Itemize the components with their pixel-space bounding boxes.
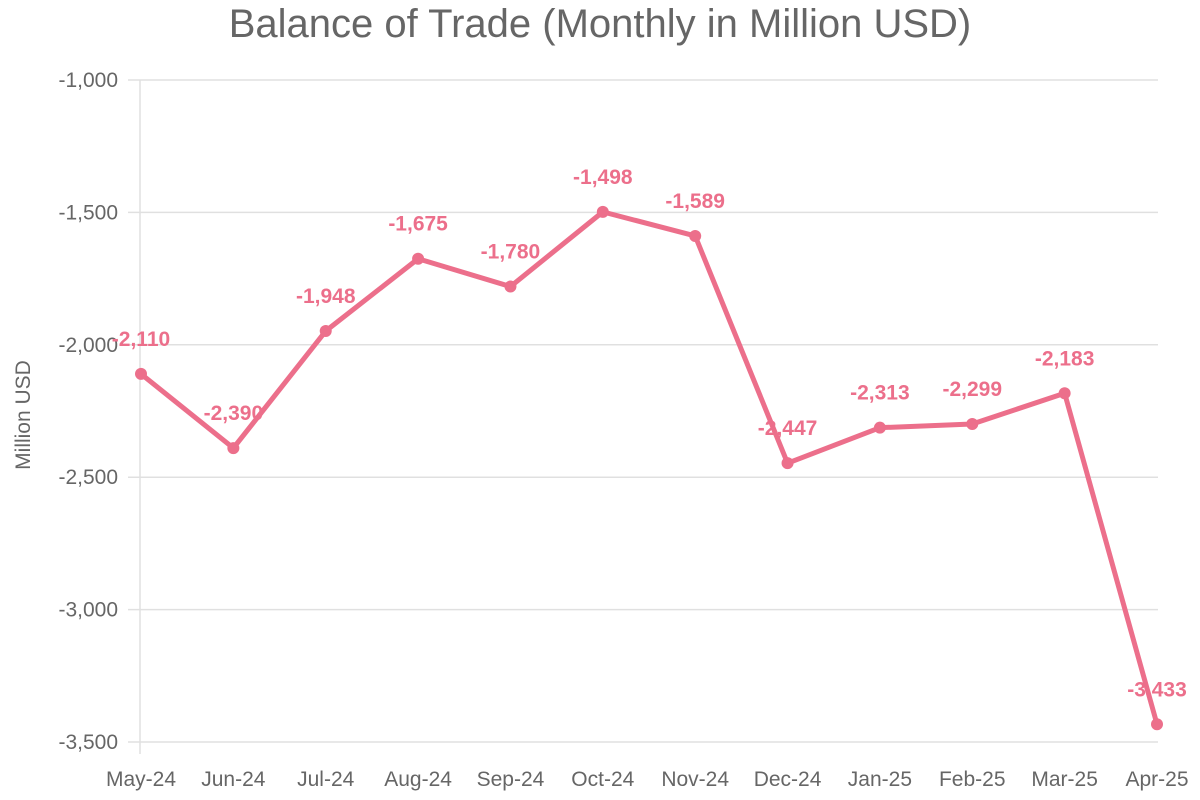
data-point — [1151, 718, 1163, 731]
data-point — [966, 417, 979, 430]
series-line — [138, 209, 1160, 727]
data-label: -3,433 — [1127, 678, 1187, 701]
x-tick-label: Jul-24 — [297, 768, 355, 791]
data-label: -2,183 — [1035, 347, 1095, 370]
x-tick-label: Apr-25 — [1125, 768, 1188, 791]
data-point — [412, 252, 425, 265]
data-point — [319, 325, 332, 338]
y-tick-label: -1,500 — [58, 201, 118, 224]
y-tick-label: -1,000 — [58, 69, 118, 92]
x-tick-label: Dec-24 — [754, 768, 822, 791]
data-label: -1,948 — [296, 285, 356, 308]
data-point — [504, 280, 517, 293]
x-tick-label: Mar-25 — [1031, 768, 1098, 791]
y-tick-label: -3,500 — [58, 731, 118, 754]
x-tick-label: Oct-24 — [571, 768, 634, 791]
data-point — [873, 421, 886, 434]
data-point — [689, 229, 702, 242]
data-point — [135, 367, 147, 380]
data-label: -1,780 — [481, 241, 541, 264]
data-label: -2,390 — [204, 402, 264, 425]
data-points — [135, 205, 1163, 731]
y-axis: -1,000 -1,500 -2,000 -2,500 -3,000 -3,500 — [58, 69, 118, 754]
x-tick-label: Aug-24 — [384, 768, 452, 791]
x-tick-label: Jan-25 — [848, 768, 912, 791]
series-polyline — [138, 209, 1160, 727]
data-point — [227, 442, 240, 455]
data-label: -1,498 — [573, 166, 633, 189]
data-label: -2,110 — [112, 328, 170, 351]
chart-title: Balance of Trade (Monthly in Million USD… — [228, 2, 972, 46]
data-label: -2,447 — [758, 417, 818, 440]
data-label: -2,313 — [850, 382, 910, 405]
x-tick-label: Jun-24 — [201, 768, 266, 791]
data-point — [781, 457, 794, 470]
data-label: -1,589 — [665, 190, 725, 213]
y-axis-title: Million USD — [12, 360, 35, 470]
data-label: -2,299 — [942, 378, 1002, 401]
x-tick-label: Nov-24 — [661, 768, 729, 791]
x-tick-label: Sep-24 — [477, 768, 545, 791]
data-label: -1,675 — [388, 213, 448, 236]
data-point — [1058, 387, 1071, 400]
y-tick-label: -2,500 — [58, 466, 118, 489]
x-axis: May-24 Jun-24 Jul-24 Aug-24 Sep-24 Oct-24 Nov-… — [106, 768, 1189, 791]
x-tick-label: Feb-25 — [939, 768, 1006, 791]
data-point — [596, 205, 609, 218]
data-labels: -2,110 -2,390 -1,948 -1,675 -1,780 -1,498 -1,5… — [112, 166, 1187, 701]
y-tick-label: -2,000 — [58, 334, 118, 357]
x-tick-label: May-24 — [106, 768, 176, 791]
grid-lines — [128, 79, 1158, 754]
y-tick-label: -3,000 — [58, 599, 118, 622]
